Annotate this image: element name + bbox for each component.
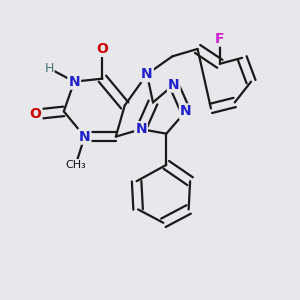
Text: N: N: [180, 104, 191, 118]
Text: N: N: [135, 122, 147, 136]
Text: CH₃: CH₃: [65, 160, 86, 170]
Text: N: N: [168, 78, 180, 92]
Text: O: O: [97, 42, 108, 56]
Text: F: F: [215, 32, 225, 46]
Text: O: O: [30, 107, 41, 121]
Text: N: N: [141, 67, 153, 81]
Text: H: H: [44, 62, 54, 75]
Text: N: N: [68, 75, 80, 88]
Text: N: N: [79, 130, 90, 144]
